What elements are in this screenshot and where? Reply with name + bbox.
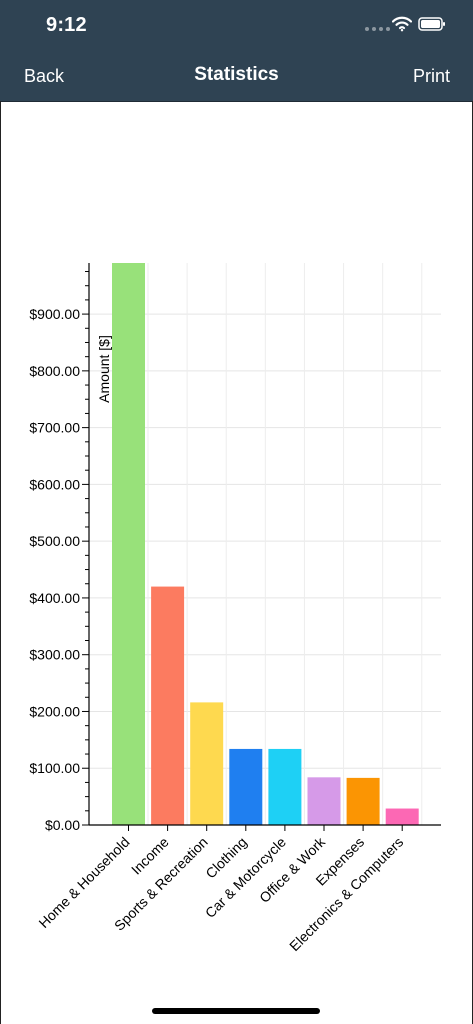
bar-3 — [229, 748, 263, 825]
print-button[interactable]: Print — [412, 66, 450, 86]
y-axis-label: Amount [$] — [96, 335, 112, 403]
y-tick-label-2: $200.00 — [29, 703, 80, 719]
y-tick-label-7: $700.00 — [29, 420, 80, 436]
page-title: Statistics — [194, 64, 279, 85]
y-tick-label-6: $600.00 — [29, 476, 80, 492]
bar-5 — [307, 777, 341, 825]
battery-icon — [418, 17, 445, 31]
bar-chart: $0.00 $100.00 $200.00 $300.00 $400.00 $500.00… — [29, 263, 441, 954]
navigation-bar: 9:12 Back Statistics Print — [0, 0, 473, 102]
bar-7 — [385, 808, 419, 825]
y-tick-label-5: $500.00 — [29, 533, 80, 549]
signal-dots-icon — [365, 27, 390, 31]
bar-2 — [190, 702, 224, 825]
bar-0 — [112, 263, 145, 825]
y-tick-label-3: $300.00 — [29, 647, 80, 663]
home-indicator[interactable] — [152, 1008, 320, 1014]
y-tick-label-1: $100.00 — [29, 760, 80, 776]
y-tick-label-4: $400.00 — [29, 590, 80, 606]
y-tick-label-8: $800.00 — [29, 363, 80, 379]
chart-container: $0.00 $100.00 $200.00 $300.00 $400.00 $500.00… — [0, 101, 473, 981]
bar-4 — [268, 748, 302, 825]
left-border — [0, 101, 1, 1024]
wifi-icon — [392, 16, 412, 32]
status-time: 9:12 — [46, 14, 87, 36]
bar-1 — [151, 586, 185, 825]
back-button[interactable]: Back — [24, 66, 65, 86]
y-tick-label-9: $900.00 — [29, 306, 80, 322]
bar-6 — [346, 777, 380, 825]
y-tick-label-0: $0.00 — [45, 817, 80, 833]
